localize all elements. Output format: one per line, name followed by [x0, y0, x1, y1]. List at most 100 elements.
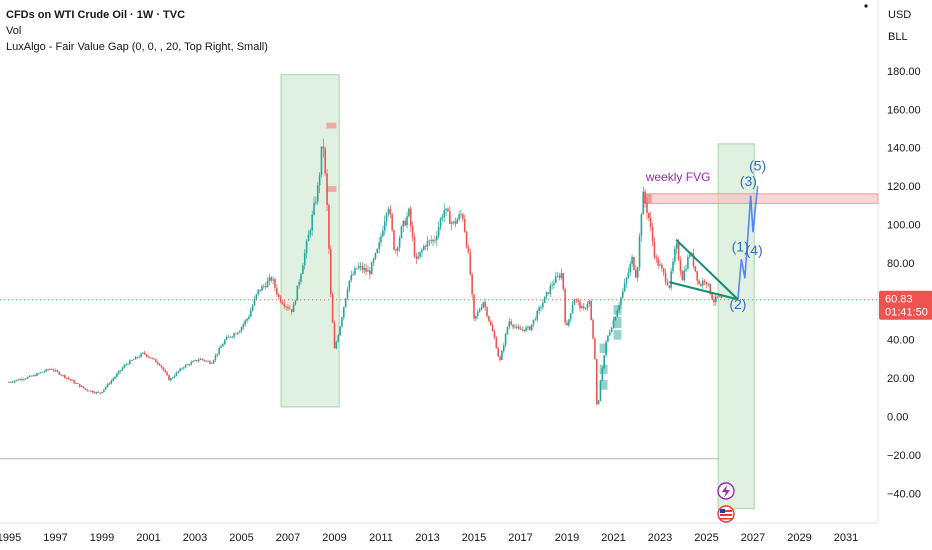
- candle-body-171: [326, 173, 328, 206]
- candle-body-113: [218, 348, 220, 354]
- candle-body-362: [681, 271, 684, 281]
- candle-body-33: [69, 379, 72, 381]
- candle-body-179: [341, 317, 343, 327]
- candle-body-170: [324, 148, 326, 174]
- candle-body-157: [300, 273, 302, 282]
- bearish-fvg-marker-2: [326, 186, 337, 192]
- candle-body-224: [424, 245, 427, 247]
- candle-body-135: [259, 289, 261, 291]
- candle-body-226: [428, 240, 431, 242]
- candle-body-173: [329, 248, 332, 295]
- candle-body-26: [56, 370, 59, 372]
- candle-body-14: [34, 375, 36, 376]
- weekly-fvg-label: weekly FVG: [645, 170, 711, 184]
- candle-body-358: [674, 248, 676, 262]
- candle-body-8: [23, 379, 25, 380]
- candle-body-300: [566, 322, 568, 326]
- candle-body-327: [616, 310, 619, 317]
- candle-body-258: [488, 316, 490, 321]
- candle-body-184: [350, 275, 353, 281]
- candle-body-85: [166, 372, 168, 376]
- candle-body-188: [357, 266, 360, 269]
- y-tick-label-9: 0.00: [887, 412, 908, 424]
- bullish-fvg-marker-3: [613, 330, 622, 340]
- candle-body-139: [266, 280, 269, 288]
- candle-body-50: [101, 391, 103, 394]
- candle-body-216: [409, 208, 412, 227]
- candle-body-119: [229, 336, 232, 338]
- candle-body-193: [367, 270, 369, 272]
- candle-body-314: [592, 320, 594, 339]
- candle-body-315: [594, 338, 596, 360]
- candle-body-302: [569, 313, 572, 320]
- candle-body-371: [698, 280, 700, 285]
- volume-label[interactable]: Vol: [6, 25, 22, 37]
- unit-label[interactable]: BLL: [888, 31, 908, 43]
- candle-body-366: [688, 254, 691, 257]
- candle-body-111: [214, 355, 217, 361]
- candle-body-185: [352, 274, 354, 276]
- candle-body-98: [190, 362, 193, 365]
- candle-body-181: [344, 298, 347, 307]
- y-tick-label-10: −20.00: [887, 450, 921, 462]
- candle-body-22: [49, 369, 51, 370]
- candle-body-318: [599, 380, 602, 401]
- candle-body-213: [404, 220, 406, 226]
- candle-body-290: [547, 292, 550, 294]
- candle-body-84: [164, 370, 167, 373]
- currency-label[interactable]: USD: [888, 9, 912, 21]
- y-tick-label-8: 20.00: [887, 373, 915, 385]
- candle-body-270: [510, 321, 512, 325]
- candle-body-169: [322, 146, 325, 149]
- candle-body-54: [108, 383, 111, 385]
- indicator-label[interactable]: LuxAlgo - Fair Value Gap (0, 0, , 20, To…: [6, 41, 268, 53]
- candle-body-337: [635, 269, 637, 278]
- candle-body-132: [253, 298, 256, 306]
- candle-body-100: [194, 360, 196, 361]
- candle-body-76: [149, 357, 152, 359]
- weekly-fvg-zone-start: [643, 193, 652, 204]
- candle-body-313: [590, 301, 592, 321]
- candle-body-245: [463, 218, 466, 232]
- candle-body-382: [718, 296, 721, 298]
- candle-body-99: [192, 360, 194, 363]
- candle-body-89: [173, 375, 176, 378]
- candle-body-273: [515, 326, 518, 328]
- candle-body-255: [482, 302, 485, 308]
- candle-body-13: [32, 375, 34, 377]
- candle-body-231: [437, 226, 440, 236]
- candle-body-177: [337, 335, 340, 342]
- candle-body-59: [117, 371, 120, 374]
- candle-body-380: [715, 296, 717, 303]
- candle-body-144: [276, 287, 278, 295]
- candle-body-365: [687, 256, 689, 269]
- candle-body-108: [209, 361, 211, 364]
- candle-body-339: [638, 236, 641, 268]
- candle-body-67: [132, 359, 135, 361]
- candle-body-200: [380, 236, 382, 243]
- candle-body-192: [365, 268, 367, 272]
- candle-body-20: [45, 369, 47, 372]
- candle-body-28: [60, 374, 62, 376]
- symbol-title[interactable]: CFDs on WTI Crude Oil · 1W · TVC: [6, 9, 186, 21]
- candle-body-168: [320, 146, 323, 175]
- candle-body-376: [707, 283, 710, 285]
- candle-body-272: [514, 326, 516, 328]
- bullish-fvg-marker-4: [599, 343, 608, 354]
- candle-body-264: [499, 356, 501, 360]
- wedge-line-1: [675, 239, 739, 301]
- candle-body-256: [484, 302, 486, 308]
- candle-body-345: [649, 217, 652, 228]
- candle-body-110: [212, 360, 215, 364]
- candle-body-212: [402, 220, 405, 227]
- x-tick-label-16: 2027: [741, 532, 765, 544]
- candle-body-259: [489, 320, 492, 326]
- candle-body-68: [134, 356, 137, 360]
- candle-body-80: [157, 362, 159, 365]
- candle-body-233: [441, 217, 444, 219]
- candle-body-136: [261, 286, 263, 291]
- candle-body-253: [478, 309, 481, 312]
- price-tag-value: 60.83: [885, 294, 913, 306]
- candle-body-374: [703, 280, 706, 282]
